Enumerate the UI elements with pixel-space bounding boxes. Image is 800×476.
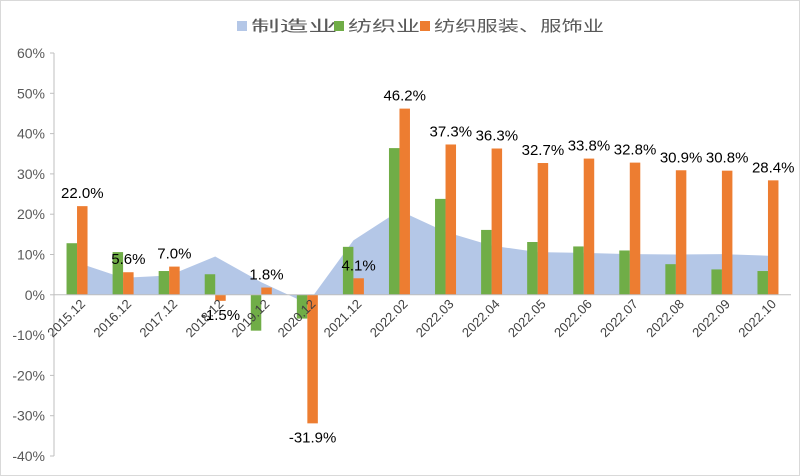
bar-apparel-2016-12: [123, 272, 134, 295]
bar-textile-2022-07: [619, 250, 630, 295]
x-tick-label: 2015.12: [44, 296, 88, 340]
bar-textile-2018-12: [204, 274, 216, 295]
data-label: 30.8%: [706, 150, 749, 167]
data-label: 4.1%: [342, 257, 376, 274]
bar-textile-2015-12: [66, 243, 78, 295]
x-tick-label: 2022.09: [689, 296, 733, 340]
x-tick-label: 2022.06: [551, 296, 595, 340]
y-tick-label: -40%: [12, 448, 45, 464]
legend-swatch: [237, 21, 247, 31]
bar-apparel-2022-03: [445, 144, 457, 295]
area-manufacturing: [77, 210, 768, 304]
legend-item-apparel: 纺织服装、服饰业: [420, 17, 604, 35]
data-label: 28.4%: [752, 159, 795, 176]
bar-textile-2022-05: [527, 242, 538, 295]
bar-textile-2022-09: [711, 269, 722, 295]
bar-apparel-2015-12: [77, 206, 88, 295]
data-label: 7.0%: [157, 246, 191, 263]
x-tick-label: 2022.07: [597, 296, 641, 340]
legend: 制造业 纺织业 纺织服装、服饰业: [237, 17, 604, 35]
y-tick-label: 60%: [17, 45, 45, 61]
bar-apparel-2019-12: [261, 287, 272, 295]
x-tick-labels: 2015.12 2016.12 2017.12 2018.12 2019.12 2020.…: [44, 296, 779, 340]
bar-textile-2017-12: [158, 271, 170, 295]
data-label: -1.5%: [201, 307, 240, 324]
legend-item-textile: 纺织业: [334, 17, 420, 35]
legend-swatch: [420, 21, 430, 31]
data-label: -31.9%: [289, 429, 337, 446]
y-tick-label: 0%: [25, 287, 45, 303]
bar-textile-2022-10: [757, 271, 768, 295]
x-tick-label: 2022.02: [367, 296, 411, 340]
y-tick-label: 20%: [17, 206, 45, 222]
bar-apparel-2022-07: [629, 162, 641, 295]
data-label: 32.8%: [614, 142, 657, 159]
data-label: 37.3%: [430, 123, 473, 140]
area-layer: [77, 210, 768, 304]
data-label: 33.8%: [568, 138, 611, 155]
bar-textile-2022-03: [435, 198, 446, 295]
bar-textile-2020-12: [296, 294, 308, 319]
bar-layer: [66, 108, 779, 424]
bar-textile-2022-08: [665, 264, 676, 295]
y-tick-label: 40%: [17, 126, 45, 142]
x-tick-label: 2022.03: [413, 296, 457, 340]
legend-label: 纺织业: [348, 17, 420, 35]
legend-label: 纺织服装、服饰业: [434, 17, 604, 35]
y-tick-label: -30%: [12, 408, 45, 424]
bar-apparel-2020-12: [307, 294, 318, 424]
data-label: 5.6%: [111, 251, 145, 268]
x-tick-label: 2016.12: [90, 296, 134, 340]
y-tick-label: 50%: [17, 85, 45, 101]
x-tick-label: 2022.04: [459, 296, 503, 340]
bar-apparel-2021-12: [353, 278, 364, 295]
data-label: 22.0%: [61, 185, 104, 202]
bar-apparel-2022-04: [491, 148, 503, 295]
x-tick-label: 2017.12: [136, 296, 180, 340]
bar-apparel-2022-05: [537, 163, 549, 295]
data-label: 30.9%: [660, 149, 703, 166]
bar-apparel-2022-08: [675, 170, 687, 295]
y-tick-label: -20%: [12, 367, 45, 383]
bar-apparel-2022-02: [399, 108, 410, 295]
bar-textile-2016-12: [112, 252, 124, 295]
x-tick-label: 2022.08: [643, 296, 687, 340]
bar-textile-2022-02: [388, 148, 400, 295]
bar-apparel-2018-12: [215, 294, 226, 301]
bar-textile-2021-12: [342, 246, 354, 295]
y-tick-label: -10%: [12, 327, 45, 343]
data-label: 1.8%: [249, 267, 283, 284]
bar-apparel-2022-06: [583, 158, 595, 295]
bar-apparel-2022-09: [721, 170, 733, 295]
bar-textile-2022-04: [481, 229, 492, 295]
legend-label: 制造业: [251, 17, 337, 35]
bar-apparel-2017-12: [169, 266, 180, 295]
data-label: 36.3%: [476, 128, 519, 145]
legend-swatch: [334, 21, 344, 31]
data-label: 46.2%: [383, 88, 426, 105]
legend-item-manufacturing: 制造业: [237, 17, 337, 35]
y-tick-label: 10%: [17, 247, 45, 263]
bar-textile-2019-12: [250, 294, 262, 331]
x-tick-label: 2022.10: [735, 296, 779, 340]
data-label: 32.7%: [522, 142, 565, 159]
y-tick-label: 30%: [17, 166, 45, 182]
x-tick-label: 2021.12: [321, 296, 365, 340]
axis-layer: 60% 50% 40% 30% 20% 10% 0% -10% -20% -30% -40%: [12, 45, 791, 464]
data-labels: 22.0% 5.6% 7.0% -1.5% 1.8% -31.9% 4.1% 46.2% 37.…: [61, 88, 794, 447]
x-tick-label: 2022.05: [505, 296, 549, 340]
bar-textile-2022-06: [573, 246, 584, 295]
bar-apparel-2022-10: [767, 180, 779, 295]
